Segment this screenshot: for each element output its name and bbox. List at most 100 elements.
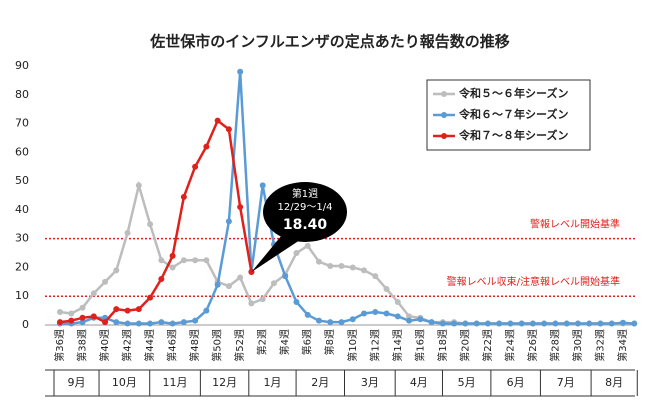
- data-point: [169, 320, 176, 327]
- legend-label: 令和７～８年シーズン: [458, 128, 568, 142]
- x-tick-label: 第30週: [571, 329, 584, 362]
- series-line: [60, 71, 635, 325]
- reference-label: 警報レベル収束/注意報レベル開始基準: [447, 275, 620, 288]
- data-point: [631, 320, 638, 327]
- data-point: [327, 263, 334, 270]
- data-point: [315, 317, 322, 324]
- x-tick-label: 第42週: [121, 329, 134, 362]
- data-point: [518, 320, 525, 327]
- x-tick-label: 第24週: [503, 329, 516, 362]
- callout-range: 12/29～1/4: [278, 202, 333, 213]
- month-label: 5月: [458, 376, 476, 389]
- data-point: [372, 309, 379, 316]
- data-point: [237, 204, 244, 211]
- data-point: [90, 313, 97, 320]
- data-point: [259, 182, 266, 189]
- data-point: [372, 273, 379, 280]
- y-tick-label: 30: [15, 232, 29, 245]
- data-point: [147, 294, 154, 301]
- series-line: [59, 118, 253, 324]
- data-point: [574, 320, 581, 327]
- data-point: [214, 117, 221, 124]
- x-tick-label: 第44週: [143, 329, 156, 362]
- data-point: [338, 319, 345, 326]
- month-label: 2月: [311, 376, 329, 389]
- legend-marker: [441, 133, 447, 139]
- data-point: [203, 143, 210, 150]
- y-tick-label: 0: [22, 318, 29, 331]
- data-point: [383, 310, 390, 317]
- month-label: 7月: [557, 376, 575, 389]
- data-point: [192, 257, 199, 264]
- data-point: [214, 281, 221, 288]
- x-tick-label: 第36週: [53, 329, 66, 362]
- data-point: [394, 298, 401, 305]
- data-point: [248, 300, 255, 307]
- y-tick-label: 20: [15, 260, 29, 273]
- data-point: [180, 319, 187, 326]
- data-point: [304, 242, 311, 249]
- data-point: [349, 316, 356, 323]
- data-point: [57, 319, 63, 326]
- data-point: [113, 306, 120, 313]
- data-point: [406, 313, 413, 320]
- data-point: [192, 163, 199, 170]
- data-point: [180, 257, 187, 264]
- y-tick-label: 60: [15, 145, 29, 158]
- data-point: [293, 298, 300, 305]
- x-tick-label: 第22週: [481, 329, 494, 362]
- x-tick-label: 第50週: [211, 329, 224, 362]
- data-point: [68, 310, 75, 317]
- data-point: [203, 307, 210, 314]
- y-tick-label: 50: [15, 174, 29, 187]
- data-point: [124, 229, 131, 236]
- month-label: 6月: [507, 376, 525, 389]
- data-point: [270, 280, 277, 287]
- data-point: [135, 182, 142, 189]
- data-point: [102, 319, 109, 326]
- x-tick-label: 第20週: [458, 329, 471, 362]
- x-tick-label: 第6週: [301, 329, 314, 355]
- x-tick-label: 第4週: [278, 329, 291, 355]
- callout-value: 18.40: [283, 217, 328, 233]
- data-point: [315, 258, 322, 265]
- data-point: [417, 316, 424, 323]
- chart-title: 佐世保市のインフルエンザの定点あたり報告数の推移: [149, 33, 510, 51]
- data-point: [79, 314, 86, 321]
- data-point: [147, 320, 154, 327]
- x-tick-label: 第34週: [616, 329, 629, 362]
- data-point: [608, 320, 615, 327]
- month-label: 12月: [212, 376, 237, 389]
- data-point: [57, 309, 63, 316]
- data-point: [135, 306, 142, 313]
- legend-marker: [441, 112, 447, 118]
- data-point: [147, 221, 154, 228]
- data-point: [237, 274, 244, 281]
- x-tick-label: 第16週: [413, 329, 426, 362]
- data-point: [383, 286, 390, 293]
- data-point: [225, 283, 232, 290]
- data-point: [304, 311, 311, 318]
- data-point: [451, 320, 458, 327]
- data-point: [552, 320, 559, 327]
- data-point: [439, 320, 446, 327]
- data-point: [68, 317, 75, 324]
- x-tick-label: 第18週: [436, 329, 449, 362]
- y-tick-label: 90: [15, 59, 29, 72]
- legend-marker: [441, 91, 447, 97]
- legend-label: 令和５～６年シーズン: [458, 86, 568, 100]
- data-point: [428, 319, 435, 326]
- data-point: [597, 320, 604, 327]
- data-point: [361, 310, 368, 317]
- data-point: [394, 313, 401, 320]
- data-point: [563, 320, 570, 327]
- data-point: [158, 257, 165, 264]
- data-point: [349, 264, 356, 271]
- data-point: [203, 257, 210, 264]
- data-point: [282, 273, 289, 280]
- callout-week: 第1週: [292, 187, 318, 200]
- y-tick-label: 40: [15, 203, 29, 216]
- x-tick-label: 第52週: [233, 329, 246, 362]
- x-tick-label: 第46週: [166, 329, 179, 362]
